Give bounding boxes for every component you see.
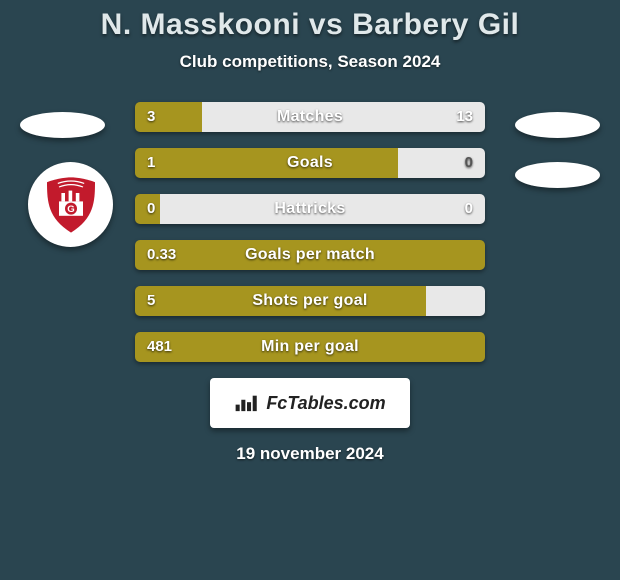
stat-value-left: 0 <box>147 194 155 224</box>
stat-value-right: 13 <box>456 102 473 132</box>
stat-value-right: 0 <box>465 148 473 178</box>
shield-icon: G <box>41 175 101 235</box>
stat-label: Goals <box>135 148 485 178</box>
stat-value-left: 3 <box>147 102 155 132</box>
player-right-avatar-2 <box>515 162 600 188</box>
stat-label: Matches <box>135 102 485 132</box>
brand-label: FcTables.com <box>266 393 385 414</box>
stat-value-left: 1 <box>147 148 155 178</box>
club-logo-left: G <box>28 162 113 247</box>
stat-row: Shots per goal5 <box>135 286 485 316</box>
stat-label: Hattricks <box>135 194 485 224</box>
player-left-avatar <box>20 112 105 138</box>
stat-label: Goals per match <box>135 240 485 270</box>
player-right-avatar-1 <box>515 112 600 138</box>
stat-row: Hattricks0 0 <box>135 194 485 224</box>
stats-bars: Matches313Goals10Hattricks00Goals per ma… <box>135 102 485 362</box>
subtitle: Club competitions, Season 2024 <box>0 52 620 72</box>
stat-row: Min per goal481 <box>135 332 485 362</box>
stat-row: Goals1 0 <box>135 148 485 178</box>
page-title: N. Masskooni vs Barbery Gil <box>0 8 620 42</box>
stat-label: Min per goal <box>135 332 485 362</box>
stat-row: Goals per match0.33 <box>135 240 485 270</box>
svg-text:G: G <box>67 204 74 215</box>
brand-badge[interactable]: FcTables.com <box>210 378 410 428</box>
stat-value-left: 0.33 <box>147 240 176 270</box>
stat-row: Matches3 13 <box>135 102 485 132</box>
date-label: 19 november 2024 <box>0 444 620 464</box>
comparison-card: N. Masskooni vs Barbery Gil Club competi… <box>0 0 620 580</box>
bar-chart-icon <box>234 392 260 414</box>
stat-value-left: 5 <box>147 286 155 316</box>
stat-value-left: 481 <box>147 332 172 362</box>
stage: G Matches313Goals10Hattricks00Goals per … <box>0 102 620 464</box>
stat-label: Shots per goal <box>135 286 485 316</box>
stat-value-right: 0 <box>465 194 473 224</box>
